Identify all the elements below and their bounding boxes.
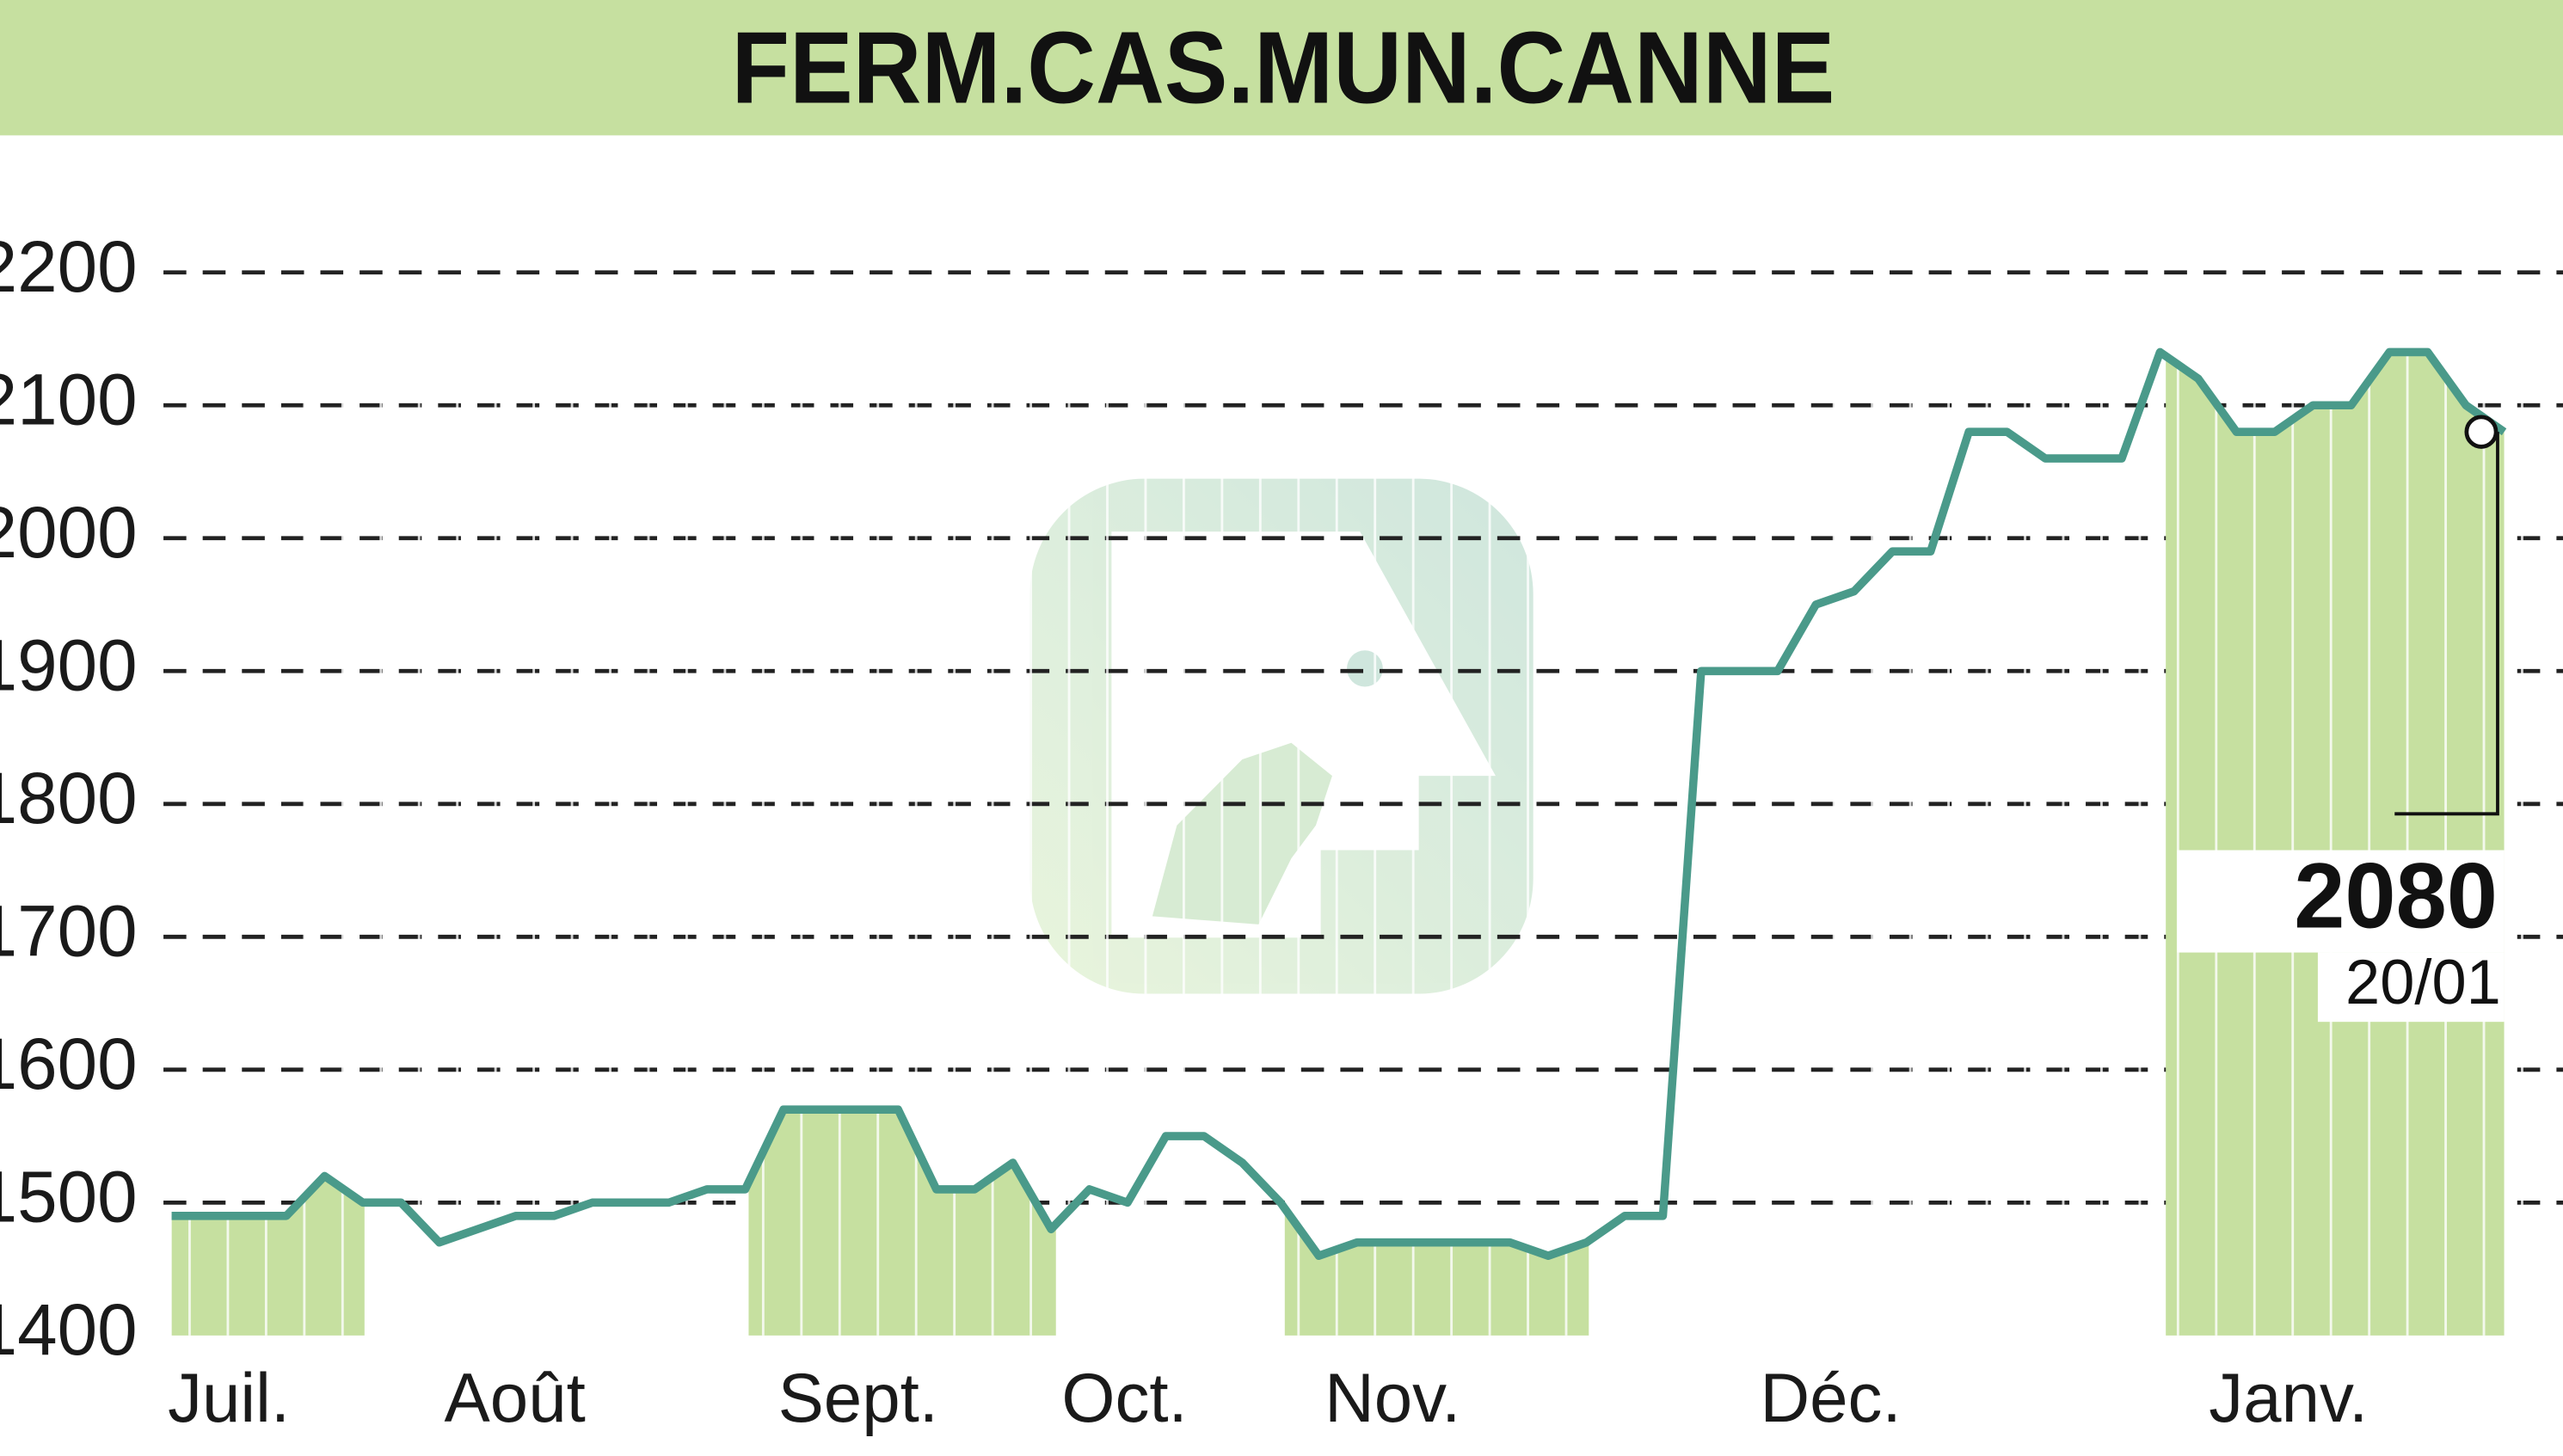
y-tick-label: 2000 [0, 492, 138, 573]
watermark-logo [1030, 478, 1533, 994]
y-tick-label: 1600 [0, 1023, 138, 1104]
x-tick-label: Juil. [168, 1359, 290, 1436]
y-tick-label: 2200 [0, 226, 138, 307]
leader-line [2394, 432, 2499, 816]
title-banner [0, 0, 2563, 136]
label-box [2317, 952, 2505, 1023]
y-tick-label: 1900 [0, 624, 138, 705]
y-tick-label: 1400 [0, 1289, 138, 1370]
x-tick-label: Oct. [1061, 1359, 1187, 1436]
price-line [171, 347, 2507, 1260]
chart-title: FERM.CAS.MUN.CANNE [731, 11, 1835, 126]
y-tick-label: 2100 [0, 359, 138, 439]
last-value-label: 2080 [2294, 844, 2498, 948]
last-date-label: 20/01 [2345, 948, 2501, 1017]
x-tick-label: Août [445, 1359, 586, 1436]
x-tick-label: Déc. [1761, 1359, 1902, 1436]
y-tick-label: 1500 [0, 1156, 138, 1237]
y-tick-label: 1700 [0, 890, 138, 971]
last-point [2464, 415, 2498, 449]
y-tick-label: 1800 [0, 758, 138, 839]
x-tick-label: Sept. [778, 1359, 938, 1436]
x-tick-label: Janv. [2209, 1359, 2368, 1436]
x-tick-label: Nov. [1325, 1359, 1460, 1436]
label-box [2177, 850, 2505, 953]
